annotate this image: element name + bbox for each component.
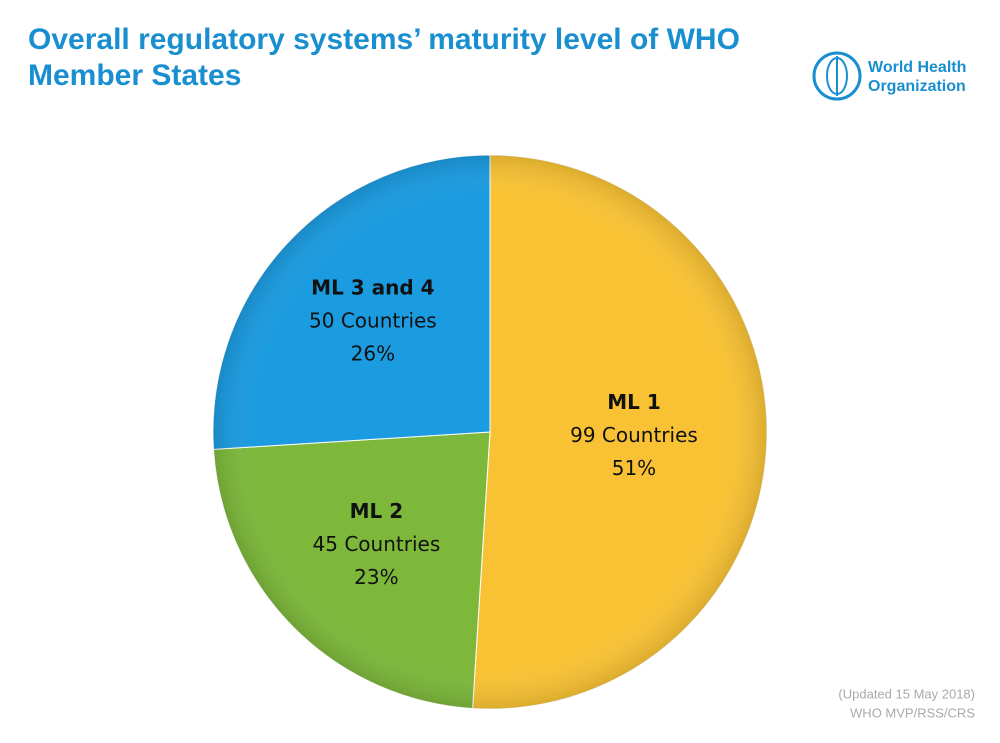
- slice-name: ML 1: [607, 390, 661, 414]
- slice-name: ML 3 and 4: [311, 276, 434, 300]
- footnote: (Updated 15 May 2018): [838, 686, 975, 701]
- logo-text: World Health: [868, 59, 966, 76]
- logo-text: Organization: [868, 78, 966, 95]
- slice-name: ML 2: [350, 499, 404, 523]
- slice-count: 99 Countries: [570, 423, 698, 447]
- slice-labels: ML 1 99 Countries 51% ML 2 45 Countries 23% ML…: [309, 276, 698, 590]
- logo-emblem: [812, 51, 862, 101]
- footnote: WHO MVP/RSS/CRS: [850, 705, 975, 720]
- slice-count: 50 Countries: [309, 309, 437, 333]
- pie-slice: [212, 154, 491, 450]
- pie-slice: [213, 431, 491, 709]
- slice-percent: 23%: [354, 565, 398, 589]
- slice-count: 45 Countries: [313, 532, 441, 556]
- who-logo: World Health Organization: [812, 51, 966, 101]
- slice-percent: 51%: [612, 456, 656, 480]
- slice-percent: 26%: [351, 342, 395, 366]
- chart-title: Overall regulatory systems’ maturity lev…: [28, 23, 740, 92]
